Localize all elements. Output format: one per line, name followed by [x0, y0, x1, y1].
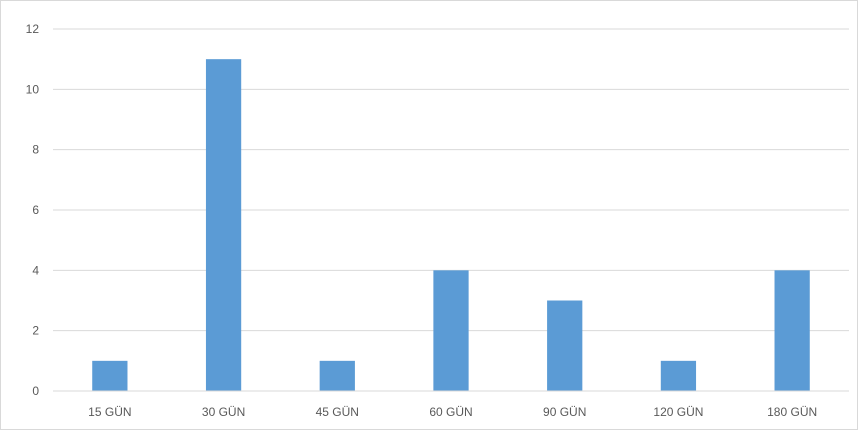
x-tick-label: 60 GÜN — [429, 405, 472, 419]
y-tick-label: 6 — [32, 203, 39, 217]
bar — [774, 270, 810, 391]
bar — [660, 360, 697, 391]
y-tick-label: 8 — [32, 143, 39, 157]
x-tick-label: 45 GÜN — [316, 405, 359, 419]
bars — [92, 59, 810, 392]
y-tick-label: 10 — [26, 82, 40, 96]
bar — [92, 360, 128, 391]
x-tick-label: 30 GÜN — [202, 405, 245, 419]
x-tick-label: 15 GÜN — [88, 405, 131, 419]
x-tick-label: 180 GÜN — [767, 405, 817, 419]
x-tick-label: 120 GÜN — [653, 405, 703, 419]
bar — [547, 300, 583, 391]
y-tick-label: 4 — [32, 263, 39, 277]
y-tick-label: 12 — [26, 22, 40, 36]
y-axis-tick-labels: 0 2 4 6 8 10 12 — [26, 22, 40, 398]
bar — [205, 59, 242, 392]
y-tick-label: 0 — [32, 384, 39, 398]
bar — [319, 360, 355, 391]
x-tick-label: 90 GÜN — [543, 405, 586, 419]
bar — [433, 270, 469, 391]
gridlines — [53, 28, 849, 332]
x-axis-tick-labels: 15 GÜN 30 GÜN 45 GÜN 60 GÜN 90 GÜN 120 GÜN 180… — [88, 405, 817, 419]
y-tick-label: 2 — [32, 324, 39, 338]
